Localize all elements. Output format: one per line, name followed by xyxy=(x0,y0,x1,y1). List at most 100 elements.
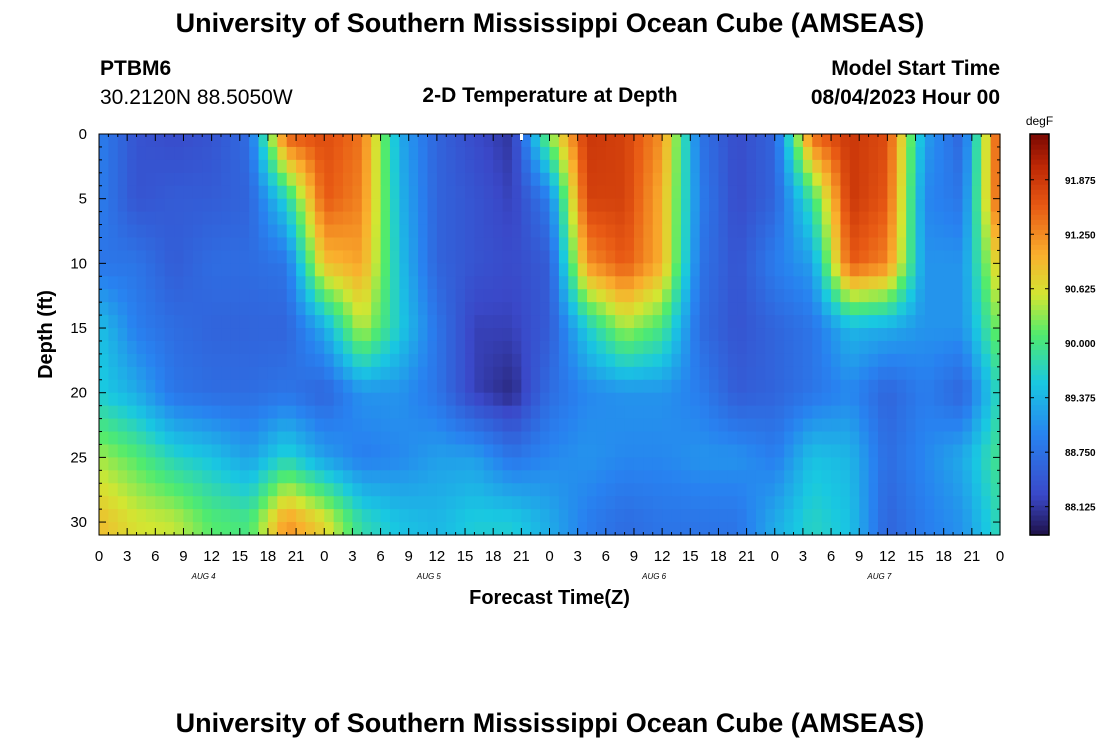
heatmap-cell xyxy=(924,509,935,523)
heatmap-cell xyxy=(624,250,635,264)
heatmap-cell xyxy=(953,509,964,523)
heatmap-cell xyxy=(624,211,635,226)
heatmap-cell xyxy=(371,198,382,213)
heatmap-cell xyxy=(389,431,400,446)
heatmap-cell xyxy=(577,172,588,187)
heatmap-cell xyxy=(192,198,203,213)
heatmap-cell xyxy=(831,302,842,316)
heatmap-cell xyxy=(821,496,832,510)
heatmap-cell xyxy=(324,509,335,523)
heatmap-cell xyxy=(906,418,917,433)
colorbar-segment xyxy=(1030,379,1049,386)
heatmap-cell xyxy=(802,315,813,329)
heatmap-cell xyxy=(446,522,457,536)
heatmap-cell xyxy=(953,198,964,213)
heatmap-cell xyxy=(812,470,823,484)
heatmap-cell xyxy=(540,379,551,394)
heatmap-cell xyxy=(615,431,626,446)
heatmap-cell xyxy=(934,198,945,213)
heatmap-cell xyxy=(587,315,598,329)
heatmap-cell xyxy=(436,509,447,523)
heatmap-cell xyxy=(502,185,513,200)
heatmap-cell xyxy=(267,237,278,252)
heatmap-cell xyxy=(127,353,138,368)
heatmap-cell xyxy=(239,250,250,264)
heatmap-cell xyxy=(511,172,522,187)
colorbar-segment xyxy=(1030,189,1049,195)
heatmap-cell xyxy=(258,405,269,420)
heatmap-cell xyxy=(633,483,644,497)
heatmap-cell xyxy=(211,444,222,458)
heatmap-cell xyxy=(737,444,748,458)
heatmap-cell xyxy=(990,353,1001,368)
heatmap-cell xyxy=(155,172,166,187)
heatmap-cell xyxy=(549,522,560,536)
heatmap-cell xyxy=(174,224,185,239)
heatmap-cell xyxy=(906,198,917,213)
heatmap-cell xyxy=(211,289,222,303)
heatmap-cell xyxy=(455,444,466,458)
heatmap-cell xyxy=(108,366,119,381)
heatmap-cell xyxy=(990,496,1001,510)
heatmap-cell xyxy=(774,134,785,148)
heatmap-cell xyxy=(99,340,109,355)
heatmap-cell xyxy=(136,263,147,277)
heatmap-cell xyxy=(746,457,757,471)
heatmap-cell xyxy=(953,470,964,484)
heatmap-cell xyxy=(296,470,307,484)
heatmap-cell xyxy=(540,431,551,446)
heatmap-cell xyxy=(436,483,447,497)
heatmap-cell xyxy=(145,328,156,342)
heatmap-cell xyxy=(924,328,935,342)
heatmap-cell xyxy=(849,237,860,252)
heatmap-cell xyxy=(239,483,250,497)
heatmap-cell xyxy=(418,340,429,355)
heatmap-cell xyxy=(558,211,569,226)
heatmap-cell xyxy=(699,159,710,174)
heatmap-cell xyxy=(436,172,447,187)
heatmap-cell xyxy=(540,392,551,407)
heatmap-cell xyxy=(371,263,382,277)
heatmap-cell xyxy=(521,379,532,394)
heatmap-cell xyxy=(155,302,166,316)
heatmap-cell xyxy=(436,250,447,264)
heatmap-cell xyxy=(502,392,513,407)
heatmap-cell xyxy=(849,353,860,368)
heatmap-cell xyxy=(568,509,579,523)
heatmap-cell xyxy=(727,457,738,471)
heatmap-cell xyxy=(540,289,551,303)
heatmap-cell xyxy=(981,444,992,458)
heatmap-cell xyxy=(831,353,842,368)
heatmap-cell xyxy=(746,366,757,381)
heatmap-cell xyxy=(558,289,569,303)
heatmap-cell xyxy=(286,211,297,226)
heatmap-cell xyxy=(746,146,757,161)
heatmap-cell xyxy=(802,483,813,497)
heatmap-cell xyxy=(127,431,138,446)
heatmap-cell xyxy=(784,276,795,290)
heatmap-cell xyxy=(502,315,513,329)
heatmap-cell xyxy=(662,496,673,510)
heatmap-cell xyxy=(202,509,213,523)
heatmap-cell xyxy=(699,457,710,471)
heatmap-cell xyxy=(352,457,363,471)
heatmap-cell xyxy=(521,134,532,148)
heatmap-cell xyxy=(718,146,729,161)
heatmap-cell xyxy=(221,198,231,213)
heatmap-cell xyxy=(596,418,607,433)
heatmap-cell xyxy=(962,185,973,200)
heatmap-cell xyxy=(164,328,175,342)
heatmap-cell xyxy=(427,470,438,484)
heatmap-cell xyxy=(239,159,250,174)
heatmap-cell xyxy=(605,302,616,316)
model-start-label: Model Start Time xyxy=(831,57,1000,80)
heatmap-cell xyxy=(953,496,964,510)
heatmap-cell xyxy=(286,198,297,213)
heatmap-cell xyxy=(624,418,635,433)
colorbar-segment xyxy=(1030,249,1049,255)
heatmap-cell xyxy=(221,172,231,187)
heatmap-cell xyxy=(915,431,926,446)
heatmap-cell xyxy=(493,328,504,342)
heatmap-cell xyxy=(408,172,419,187)
heatmap-cell xyxy=(727,172,738,187)
